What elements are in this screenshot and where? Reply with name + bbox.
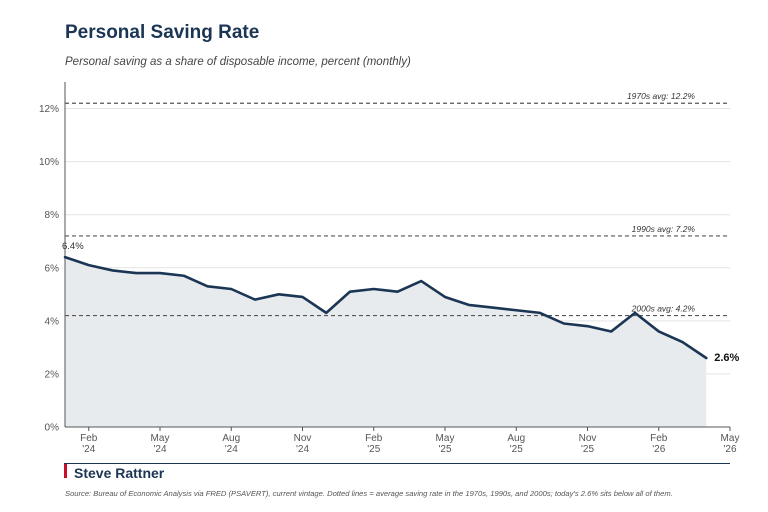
reference-label: 2000s avg: 4.2% xyxy=(631,304,696,314)
x-tick-label: Aug xyxy=(222,433,240,444)
x-tick-label: May xyxy=(721,433,740,444)
y-tick-label: 8% xyxy=(45,210,60,221)
start-value-label: 6.4% xyxy=(62,241,84,252)
x-tick-label: '25 xyxy=(510,444,523,455)
y-tick-label: 4% xyxy=(45,316,60,327)
x-tick-label: May xyxy=(151,433,170,444)
chart-title: Personal Saving Rate xyxy=(65,22,260,43)
series-line xyxy=(63,255,708,360)
reference-label: 1990s avg: 7.2% xyxy=(632,224,696,234)
x-tick-label: '24 xyxy=(225,444,238,455)
x-tick-label: '24 xyxy=(296,444,309,455)
x-tick-label: '25 xyxy=(438,444,451,455)
reference-label: 1970s avg: 12.2% xyxy=(627,91,695,101)
y-tick-label: 6% xyxy=(45,263,60,274)
x-tick-label: Feb xyxy=(80,433,98,444)
y-tick-label: 2% xyxy=(45,369,60,380)
source-note: Source: Bureau of Economic Analysis via … xyxy=(65,489,673,498)
x-tick-label: '26 xyxy=(723,444,736,455)
x-tick-label: May xyxy=(436,433,455,444)
x-tick-label: '24 xyxy=(82,444,95,455)
x-tick-label: Feb xyxy=(365,433,383,444)
end-value-label: 2.6% xyxy=(714,352,739,364)
area-fill xyxy=(65,257,707,427)
x-tick-label: Feb xyxy=(650,433,668,444)
brand-accent-bar xyxy=(64,464,67,478)
x-tick-label: Nov xyxy=(579,433,597,444)
brand-name: Steve Rattner xyxy=(74,465,165,481)
x-tick-label: Nov xyxy=(294,433,312,444)
x-tick-label: '25 xyxy=(367,444,380,455)
x-tick-label: Aug xyxy=(507,433,525,444)
footer-divider xyxy=(64,463,730,464)
chart-subtitle: Personal saving as a share of disposable… xyxy=(65,56,411,68)
y-tick-label: 0% xyxy=(45,423,60,434)
x-tick-label: '26 xyxy=(652,444,665,455)
y-tick-label: 12% xyxy=(39,104,59,115)
x-tick-label: '25 xyxy=(581,444,594,455)
y-tick-label: 10% xyxy=(39,157,59,168)
x-tick-label: '24 xyxy=(153,444,166,455)
